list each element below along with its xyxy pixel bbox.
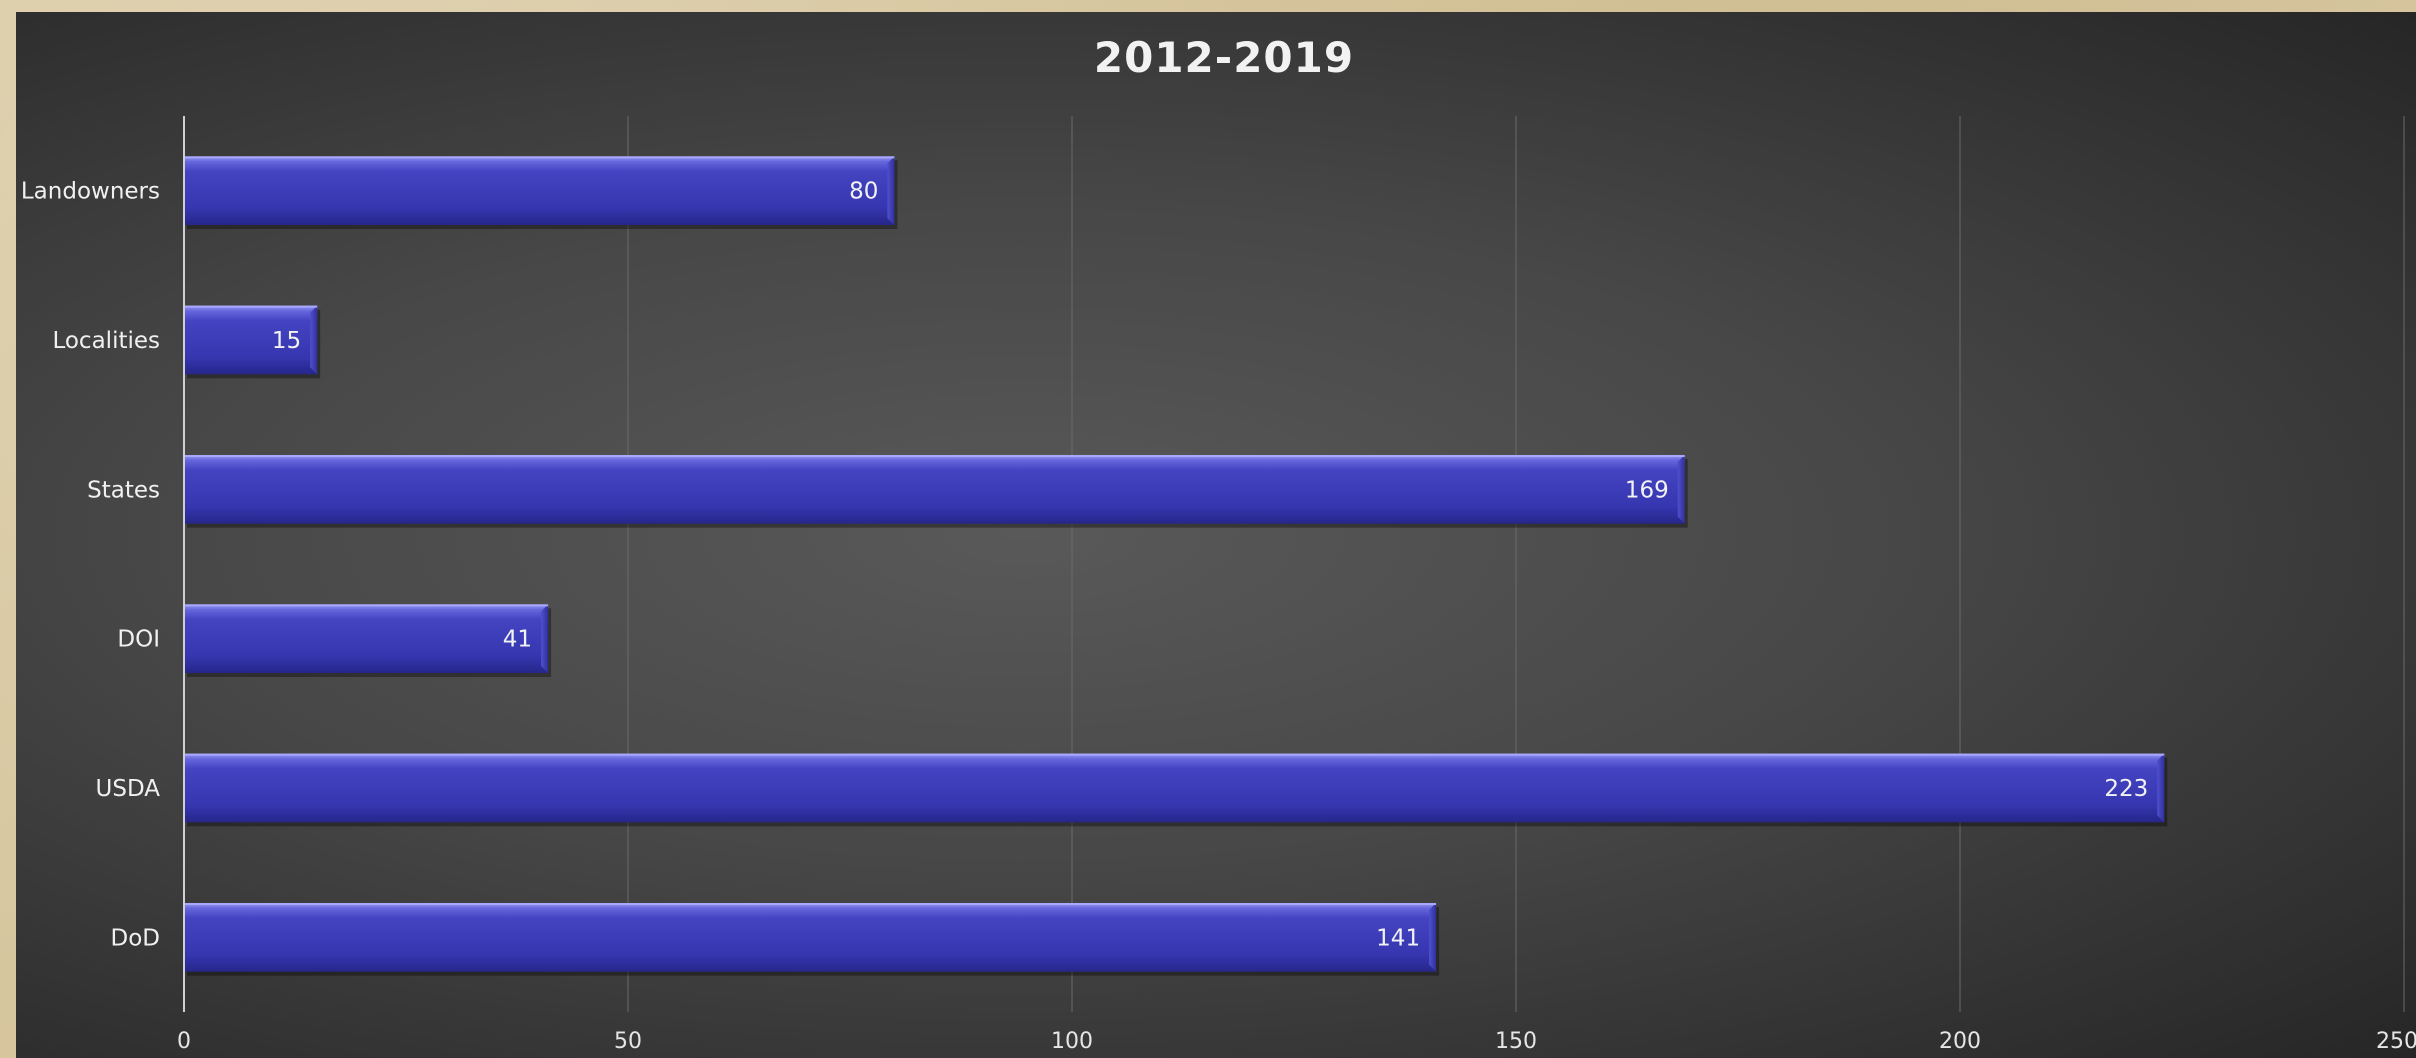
bar: [184, 305, 318, 375]
bar: [184, 156, 895, 226]
x-tick-label: 50: [614, 1029, 642, 1054]
bar-states: [184, 454, 1688, 528]
x-tick-label: 150: [1495, 1029, 1537, 1054]
chart-frame: 2012-2019 80 15 169 41 223 141 Landowners Loca…: [16, 12, 2416, 1058]
bar-chart: 2012-2019 80 15 169 41 223 141 Landowners Loca…: [21, 33, 2416, 1054]
bar: [184, 604, 549, 674]
category-label: Landowners: [21, 179, 160, 205]
bar: [184, 902, 1437, 972]
data-label: 141: [1376, 925, 1420, 951]
category-label: States: [87, 477, 160, 503]
bar-doi: [184, 604, 552, 678]
x-tick-label: 0: [177, 1029, 191, 1054]
x-tick-label: 200: [1939, 1029, 1981, 1054]
bar-landowners: [184, 156, 898, 230]
bar-end-bevel: [310, 305, 318, 375]
bar-end-bevel: [1677, 454, 1685, 524]
bar-end-bevel: [1429, 902, 1437, 972]
bar-localities: [184, 305, 321, 379]
bar-end-bevel: [887, 156, 895, 226]
data-label: 41: [503, 627, 532, 653]
bar-end-bevel: [541, 604, 549, 674]
value-axis: 0 50 100 150 200 250: [177, 1029, 2416, 1054]
data-label: 80: [849, 179, 878, 205]
bar: [184, 454, 1685, 524]
gridlines: [627, 116, 2405, 1012]
bar-usda: [184, 753, 2168, 827]
category-label: DOI: [117, 627, 160, 653]
category-label: DoD: [111, 925, 161, 951]
data-label: 223: [2104, 776, 2148, 802]
bar: [184, 753, 2165, 823]
category-label: Localities: [52, 328, 160, 354]
x-tick-label: 250: [2376, 1029, 2416, 1054]
data-label: 169: [1625, 477, 1669, 503]
bar-end-bevel: [2157, 753, 2165, 823]
category-label: USDA: [96, 776, 161, 802]
bar-series: 80 15 169 41 223 141: [184, 156, 2168, 976]
data-label: 15: [272, 328, 301, 354]
x-tick-label: 100: [1051, 1029, 1093, 1054]
chart-title: 2012-2019: [1094, 33, 1354, 82]
category-axis: Landowners Localities States DOI USDA DoD: [21, 179, 160, 952]
bar-dod: [184, 902, 1440, 976]
